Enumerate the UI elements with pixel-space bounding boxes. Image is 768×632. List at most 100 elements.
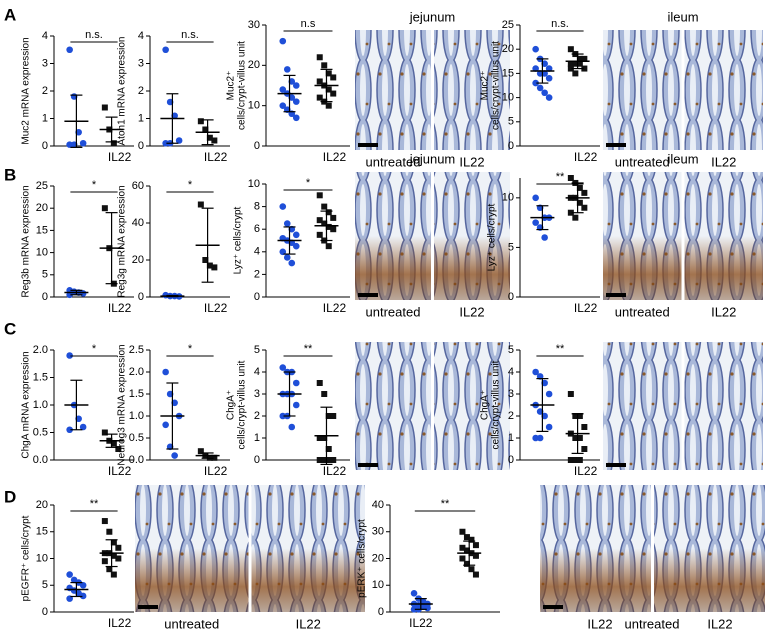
data-point xyxy=(567,457,574,463)
y-axis-label: Lyz⁺ cells/crypt xyxy=(487,203,498,271)
significance-label: * xyxy=(306,177,311,189)
histology-image xyxy=(434,30,510,150)
data-point xyxy=(70,141,78,148)
y-tick-label: 20 xyxy=(372,552,384,564)
y-tick-label: 0 xyxy=(378,606,384,618)
data-point xyxy=(576,60,583,67)
data-point xyxy=(197,448,204,455)
y-tick-label: 0 xyxy=(138,140,144,152)
y-axis-label: Lyz⁺ cells/crypt xyxy=(233,206,244,274)
data-point xyxy=(162,46,169,54)
y-tick-label: 5 xyxy=(508,116,514,128)
significance-label: n.s. xyxy=(181,29,199,41)
data-point xyxy=(567,60,574,67)
data-point xyxy=(101,518,108,525)
data-point xyxy=(316,78,323,85)
histology-image xyxy=(603,342,682,470)
y-tick-label: 2 xyxy=(254,410,260,422)
y-tick-label: 1 xyxy=(508,432,514,444)
data-point xyxy=(572,214,579,221)
data-point xyxy=(211,454,218,461)
data-point xyxy=(101,558,108,565)
scale-bar xyxy=(358,463,378,467)
y-tick-label: 4 xyxy=(138,30,144,42)
data-point xyxy=(581,424,588,430)
y-tick-label: 10 xyxy=(36,552,48,564)
data-point xyxy=(472,552,479,559)
panel-letter: D xyxy=(4,487,16,506)
data-point xyxy=(110,140,117,147)
image-title: jejunum xyxy=(409,9,456,24)
y-tick-label: 0 xyxy=(254,454,260,466)
significance-label: * xyxy=(92,343,97,355)
panel-letter: A xyxy=(4,5,16,24)
data-point xyxy=(202,257,209,263)
y-tick-label: 0 xyxy=(508,140,514,152)
data-point xyxy=(330,457,337,463)
image-title: ileum xyxy=(667,151,698,166)
y-tick-label: 30 xyxy=(372,526,384,538)
data-point xyxy=(576,184,583,191)
stain-overlay xyxy=(654,485,765,612)
x-tick-label: IL22 xyxy=(574,150,598,164)
y-tick-label: 2.5 xyxy=(129,344,144,356)
y-tick-label: 1.0 xyxy=(33,399,48,411)
y-tick-label: 6 xyxy=(254,223,260,235)
data-point xyxy=(211,264,218,271)
data-point xyxy=(325,102,332,109)
data-point xyxy=(283,220,291,227)
panel-letter: B xyxy=(4,165,16,184)
y-tick-label: 20 xyxy=(502,43,514,55)
data-point xyxy=(316,435,323,441)
data-point xyxy=(545,65,553,72)
y-tick-label: 40 xyxy=(372,499,384,511)
image-caption: untreated xyxy=(366,304,421,319)
y-axis-label: cells/crypt-villus unit xyxy=(237,360,248,449)
x-tick-label: IL22 xyxy=(409,616,433,630)
data-point xyxy=(316,380,323,386)
data-point xyxy=(541,234,548,241)
y-tick-label: 5 xyxy=(254,344,260,356)
data-point xyxy=(283,254,291,261)
image-caption: IL22 xyxy=(459,304,484,319)
data-point xyxy=(79,290,87,297)
data-point xyxy=(325,446,332,452)
significance-label: ** xyxy=(556,343,565,355)
data-point xyxy=(79,423,87,431)
data-point xyxy=(316,54,323,61)
data-point xyxy=(532,45,539,53)
data-point xyxy=(66,352,73,359)
y-axis-label: ChgA mRNA expression xyxy=(21,351,32,458)
data-point xyxy=(545,94,553,101)
scale-bar xyxy=(358,143,378,147)
data-point xyxy=(162,368,169,376)
y-tick-label: 10 xyxy=(372,579,384,591)
histology-image xyxy=(603,30,682,150)
x-tick-label: IL22 xyxy=(323,464,347,478)
y-tick-label: 0 xyxy=(508,454,514,466)
data-point xyxy=(576,457,583,463)
data-point xyxy=(292,379,300,387)
significance-label: * xyxy=(92,179,97,191)
x-tick-label: IL22 xyxy=(323,301,347,315)
scale-bar xyxy=(606,463,626,467)
y-tick-label: 0.5 xyxy=(129,432,144,444)
y-tick-label: 1 xyxy=(42,112,48,124)
y-tick-label: 5 xyxy=(42,579,48,591)
data-point xyxy=(472,571,479,578)
data-point xyxy=(197,201,204,208)
data-point xyxy=(79,592,87,600)
y-tick-label: 2 xyxy=(42,85,48,97)
stain-overlay xyxy=(603,172,682,300)
y-axis-label: Muc2⁺ xyxy=(226,71,237,101)
data-point xyxy=(211,137,218,144)
data-point xyxy=(541,89,548,97)
data-point xyxy=(472,542,479,549)
data-point xyxy=(279,203,287,210)
y-tick-label: 0 xyxy=(42,606,48,618)
y-tick-label: 15 xyxy=(36,224,48,236)
scale-bar xyxy=(138,605,158,609)
data-point xyxy=(288,423,296,431)
y-tick-label: 0 xyxy=(42,140,48,152)
y-tick-label: 4 xyxy=(254,366,260,378)
